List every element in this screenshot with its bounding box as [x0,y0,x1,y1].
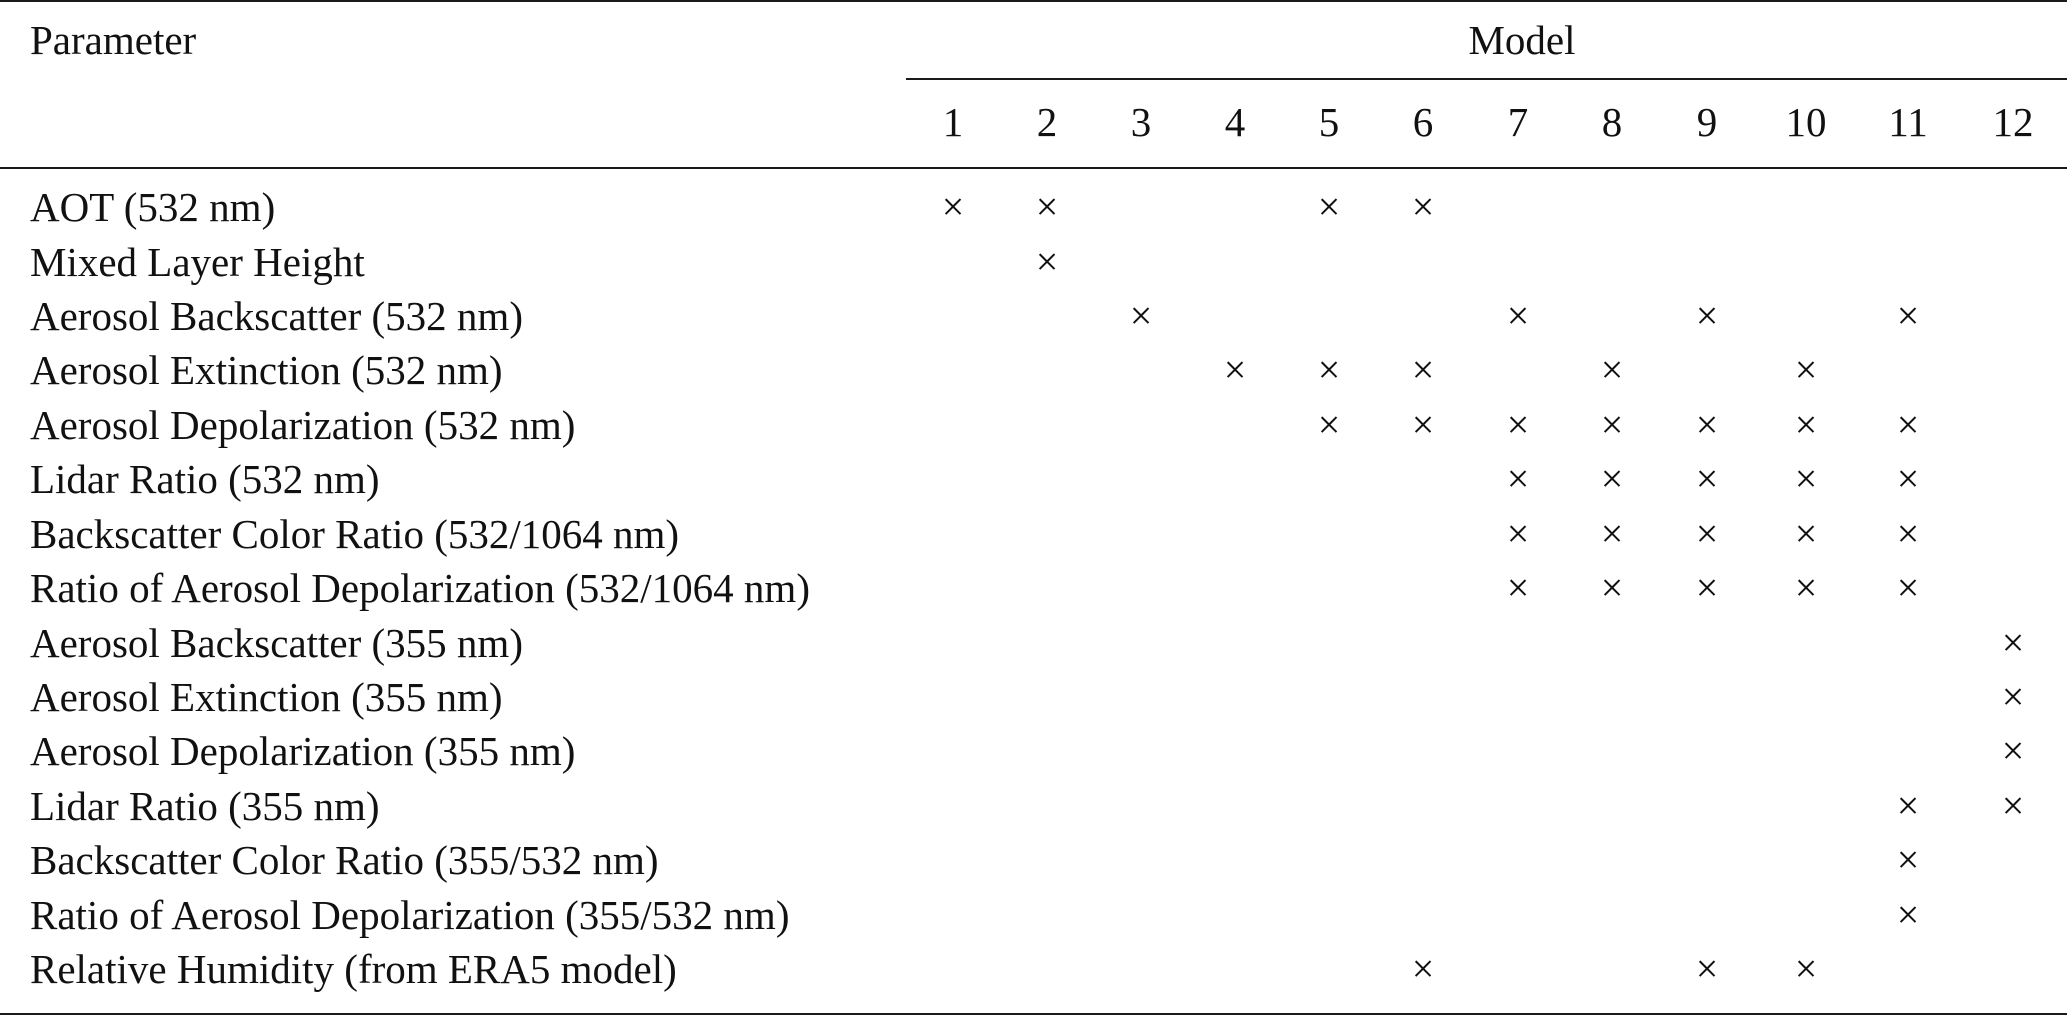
model-mark-5: × [1317,184,1341,229]
model-column-header: 12 [1992,99,2034,145]
model-header: Model [1468,17,1576,63]
model-mark-10: × [1794,347,1818,392]
model-mark-2: × [1035,184,1059,229]
parameter-label: Aerosol Depolarization (355 nm) [30,728,576,774]
parameter-label: Aerosol Extinction (355 nm) [30,674,503,720]
model-mark-10: × [1794,511,1818,556]
bottom-rule [0,1013,2067,1015]
model-column-header: 6 [1412,99,1434,145]
model-mark-10: × [1794,565,1818,610]
model-mark-12: × [2001,674,2025,719]
model-mark-6: × [1411,347,1435,392]
model-column-header: 9 [1696,99,1718,145]
model-mark-6: × [1411,402,1435,447]
parameter-label: Aerosol Depolarization (532 nm) [30,402,576,448]
model-mark-8: × [1600,511,1624,556]
model-mark-9: × [1695,511,1719,556]
header-rule [0,167,2067,169]
model-mark-6: × [1411,184,1435,229]
model-mark-1: × [941,184,965,229]
model-mark-11: × [1896,456,1920,501]
parameter-label: Ratio of Aerosol Depolarization (355/532… [30,892,790,938]
model-mark-9: × [1695,402,1719,447]
model-mark-12: × [2001,620,2025,665]
model-mark-4: × [1223,347,1247,392]
model-mark-8: × [1600,402,1624,447]
model-column-header: 10 [1785,99,1827,145]
model-column-header: 4 [1224,99,1246,145]
model-mark-8: × [1600,456,1624,501]
model-mark-2: × [1035,239,1059,284]
model-group-rule [906,78,2067,80]
model-mark-11: × [1896,565,1920,610]
model-mark-3: × [1129,293,1153,338]
model-mark-7: × [1506,511,1530,556]
model-column-header: 3 [1130,99,1152,145]
model-mark-11: × [1896,402,1920,447]
model-column-header: 1 [942,99,964,145]
model-mark-7: × [1506,565,1530,610]
parameter-label: Aerosol Extinction (532 nm) [30,347,503,393]
model-mark-8: × [1600,565,1624,610]
parameter-label: Ratio of Aerosol Depolarization (532/106… [30,565,810,611]
model-column-header: 11 [1888,99,1928,145]
model-mark-6: × [1411,946,1435,991]
model-mark-11: × [1896,783,1920,828]
model-mark-9: × [1695,946,1719,991]
model-mark-10: × [1794,402,1818,447]
parameter-header: Parameter [30,17,197,63]
model-mark-10: × [1794,456,1818,501]
model-column-header: 2 [1036,99,1058,145]
parameter-label: AOT (532 nm) [30,184,276,230]
model-mark-8: × [1600,347,1624,392]
parameter-label: Backscatter Color Ratio (532/1064 nm) [30,511,680,557]
model-column-header: 8 [1601,99,1623,145]
model-mark-9: × [1695,293,1719,338]
model-mark-10: × [1794,946,1818,991]
parameter-label: Aerosol Backscatter (532 nm) [30,293,523,339]
model-mark-5: × [1317,402,1341,447]
model-column-header: 5 [1318,99,1340,145]
model-mark-11: × [1896,511,1920,556]
model-mark-11: × [1896,892,1920,937]
model-mark-12: × [2001,728,2025,773]
model-mark-11: × [1896,293,1920,338]
model-mark-9: × [1695,456,1719,501]
model-mark-9: × [1695,565,1719,610]
model-mark-7: × [1506,402,1530,447]
model-mark-7: × [1506,293,1530,338]
parameter-label: Lidar Ratio (355 nm) [30,783,380,829]
parameter-label: Aerosol Backscatter (355 nm) [30,620,523,666]
top-rule [0,0,2067,2]
parameter-label: Mixed Layer Height [30,239,365,285]
parameter-label: Lidar Ratio (532 nm) [30,456,380,502]
model-mark-11: × [1896,837,1920,882]
model-mark-7: × [1506,456,1530,501]
model-mark-12: × [2001,783,2025,828]
parameter-label: Backscatter Color Ratio (355/532 nm) [30,837,659,883]
model-mark-5: × [1317,347,1341,392]
model-column-header: 7 [1507,99,1529,145]
parameter-label: Relative Humidity (from ERA5 model) [30,946,677,992]
